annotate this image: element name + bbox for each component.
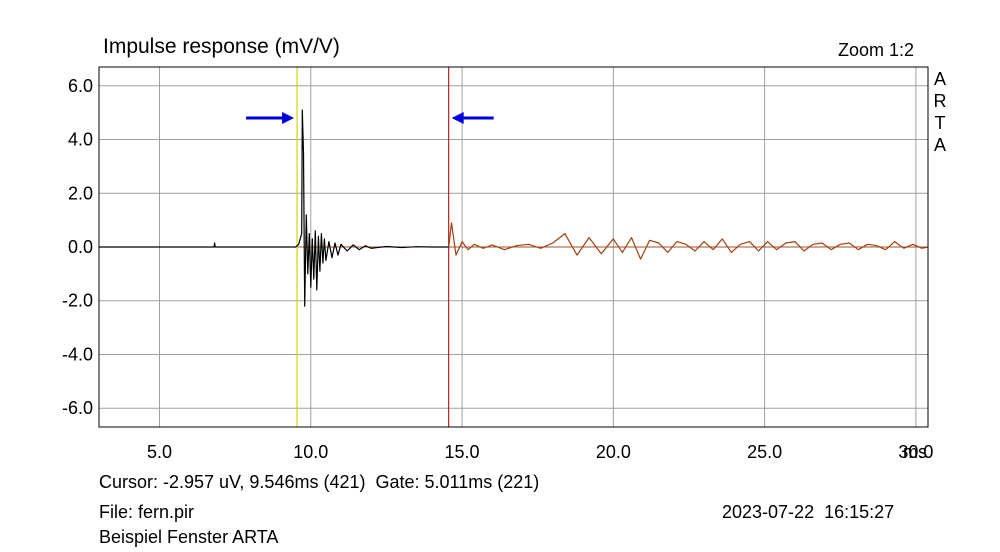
series-line <box>448 222 929 260</box>
series-layer <box>99 109 929 307</box>
y-tick-label: 6.0 <box>68 76 93 96</box>
arrow-right-head <box>282 112 295 125</box>
y-tick-label: 0.0 <box>68 237 93 257</box>
cursor-readout: Cursor: -2.957 uV, 9.546ms (421) Gate: 5… <box>99 472 539 493</box>
y-tick-label: 4.0 <box>68 130 93 150</box>
zoom-level: Zoom 1:2 <box>838 40 915 60</box>
arrow-left-head <box>451 112 464 125</box>
x-tick-label: 20.0 <box>596 442 631 462</box>
x-tick-label: 15.0 <box>445 442 480 462</box>
y-tick-label: -6.0 <box>62 398 93 418</box>
cursor-value: Cursor: -2.957 uV, 9.546ms (421) <box>99 472 366 492</box>
file-name: File: fern.pir <box>99 502 195 522</box>
x-tick-label: 5.0 <box>147 442 172 462</box>
date-value: 2023-07-22 <box>722 502 815 522</box>
series-line <box>99 109 449 307</box>
y-tick-label: -2.0 <box>62 291 93 311</box>
y-tick-label: -4.0 <box>62 344 93 364</box>
plot-frame <box>98 66 929 428</box>
timestamp: 2023-07-22 16:15:27 <box>722 502 894 523</box>
tick-labels: 5.0 10.0 15.0 20.0 25.0 30.0ms 6.0 4.0 2.0 0.0 -2.… <box>62 76 933 462</box>
file-description: Beispiel Fenster ARTA <box>99 527 279 547</box>
x-unit-label: ms <box>903 442 927 462</box>
gate-value: Gate: 5.011ms (221) <box>375 472 540 492</box>
impulse-chart: 5.0 10.0 15.0 20.0 25.0 30.0ms 6.0 4.0 2.0 0.0 -2.… <box>62 66 933 462</box>
time-value: 16:15:27 <box>824 502 895 522</box>
brand-label: ARTA <box>933 69 947 155</box>
x-tick-label: 25.0 <box>747 442 782 462</box>
x-tick-label: 30.0 <box>898 442 933 462</box>
chart-title: Impulse response (mV/V) <box>103 35 340 58</box>
annotation-layer <box>246 112 494 125</box>
y-tick-label: 2.0 <box>68 183 93 203</box>
x-tick-label: 10.0 <box>293 442 328 462</box>
